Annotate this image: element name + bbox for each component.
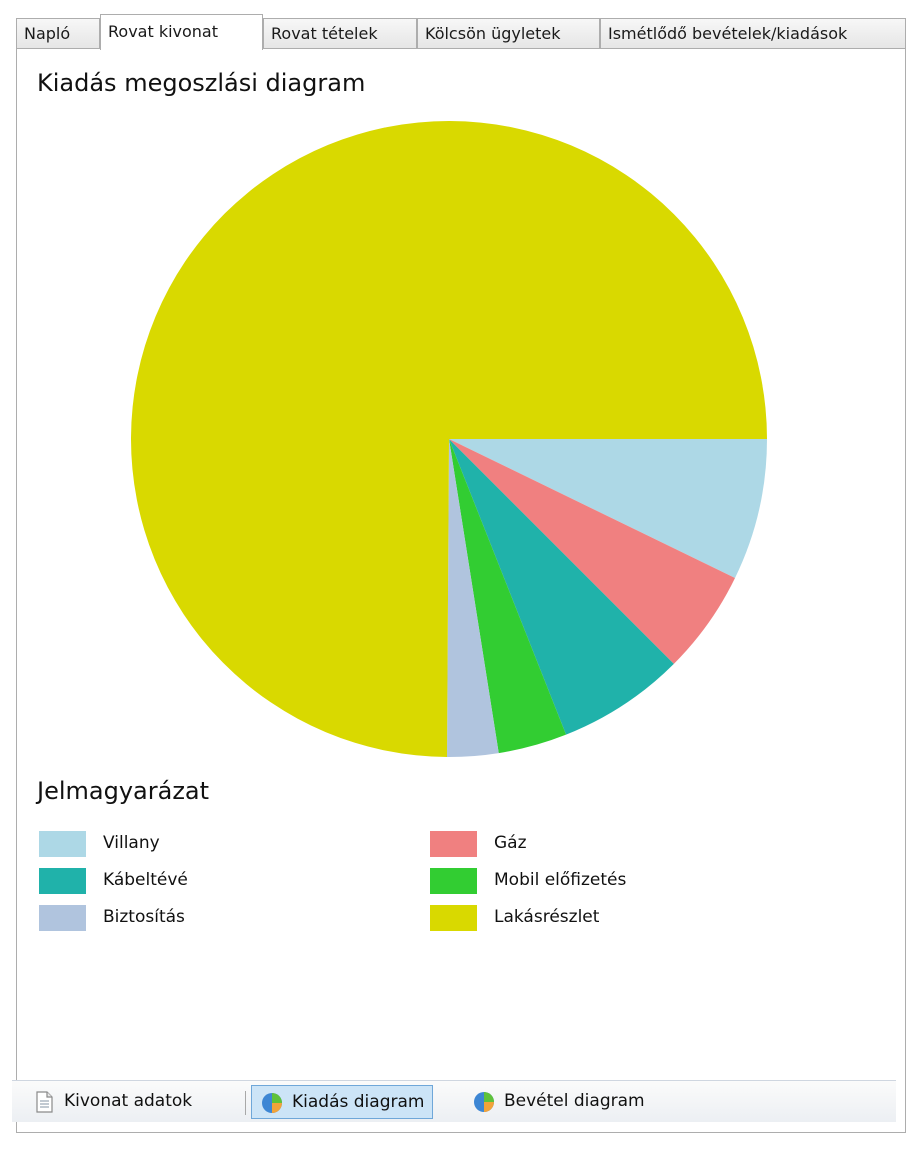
tab-rovat-kivonat[interactable]: Rovat kivonat: [100, 14, 263, 50]
pie-slice-mobil-elofizetes: [449, 439, 567, 754]
tab-kolcson-ugyletek[interactable]: Kölcsön ügyletek: [417, 18, 600, 48]
kiadas-diagram-button[interactable]: Kiadás diagram: [251, 1085, 434, 1119]
legend-item-gaz: Gáz: [430, 831, 730, 859]
legend-item-mobil-elofizetes: Mobil előfizetés: [430, 868, 730, 896]
pie-slice-biztositas: [447, 439, 499, 757]
legend-title: Jelmagyarázat: [37, 777, 210, 805]
tab-panel: Kiadás megoszlási diagram Jelmagyarázat …: [16, 48, 906, 1133]
kivonat-adatok-label: Kivonat adatok: [64, 1091, 193, 1111]
pie-chart: [131, 120, 767, 757]
legend-swatch: [430, 868, 477, 894]
legend-swatch: [39, 831, 86, 857]
pie-slice-gaz: [449, 439, 736, 664]
tab-rovat-tetelek[interactable]: Rovat tételek: [263, 18, 417, 48]
legend-swatch: [39, 868, 86, 894]
tab-ismetlodo[interactable]: Ismétlődő bevételek/kiadások: [600, 18, 906, 48]
kivonat-adatok-button[interactable]: Kivonat adatok: [24, 1085, 200, 1119]
legend-label: Lakásrészlet: [494, 907, 600, 927]
legend-label: Kábeltévé: [103, 870, 188, 890]
legend-label: Mobil előfizetés: [494, 870, 627, 890]
document-icon: [36, 1091, 53, 1113]
pie-chart-icon: [474, 1092, 494, 1112]
legend-label: Villany: [103, 833, 160, 853]
legend-item-villany: Villany: [39, 831, 339, 859]
pie-slice-villany: [449, 439, 767, 579]
legend-label: Biztosítás: [103, 907, 185, 927]
legend: Villany Gáz Kábeltévé Mobil előfizetés B…: [39, 831, 739, 941]
legend-swatch: [430, 905, 477, 931]
legend-label: Gáz: [494, 833, 527, 853]
legend-swatch: [430, 831, 477, 857]
legend-item-lakasreszlet: Lakásrészlet: [430, 905, 730, 933]
tab-bar: Napló Rovat kivonat Rovat tételek Kölcsö…: [16, 14, 906, 50]
chart-title: Kiadás megoszlási diagram: [37, 69, 366, 97]
legend-swatch: [39, 905, 86, 931]
bevetel-diagram-label: Bevétel diagram: [504, 1091, 645, 1111]
pie-slice-kabelteve: [449, 439, 674, 735]
tab-naplo[interactable]: Napló: [16, 18, 100, 48]
pie-chart-icon: [262, 1093, 282, 1113]
bottom-toolbar: Kivonat adatok Kiadás diagram Bevétel di…: [12, 1080, 896, 1122]
pie-slice-lakasreszlet: [131, 120, 767, 757]
legend-item-biztositas: Biztosítás: [39, 905, 339, 933]
toolbar-separator: [245, 1091, 246, 1115]
legend-item-kabelteve: Kábeltévé: [39, 868, 339, 896]
bevetel-diagram-button[interactable]: Bevétel diagram: [464, 1085, 653, 1119]
kiadas-diagram-label: Kiadás diagram: [292, 1092, 425, 1112]
